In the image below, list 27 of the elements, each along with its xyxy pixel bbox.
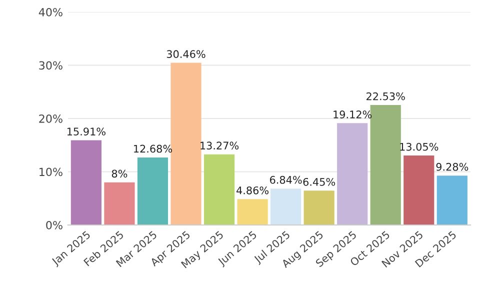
bar [70, 140, 102, 225]
bar [436, 176, 468, 225]
y-tick-label: 40% [38, 8, 62, 16]
data-label: 9.28% [436, 162, 468, 171]
bar [170, 62, 202, 225]
data-label: 8% [112, 170, 128, 178]
data-label: 15.91% [67, 128, 106, 136]
data-label: 30.46% [166, 50, 206, 58]
data-label: 6.45% [303, 178, 336, 186]
bar [204, 154, 235, 225]
bar [137, 157, 168, 225]
bar [237, 199, 268, 225]
y-tick-label: 10% [40, 168, 62, 176]
y-tick-label: 0% [46, 220, 62, 230]
y-tick-label: 20% [39, 114, 62, 123]
bar [404, 156, 434, 225]
data-label: 22.53% [366, 92, 405, 100]
y-tick-label: 30% [39, 61, 62, 70]
bar [270, 188, 302, 225]
data-label: 13.27% [200, 142, 239, 150]
bar [104, 182, 135, 225]
data-label: 12.68% [134, 144, 172, 153]
bar [370, 105, 401, 225]
bar [304, 190, 334, 225]
bar [337, 123, 368, 225]
data-label: 6.84% [270, 176, 302, 184]
data-label: 4.86% [236, 186, 269, 194]
